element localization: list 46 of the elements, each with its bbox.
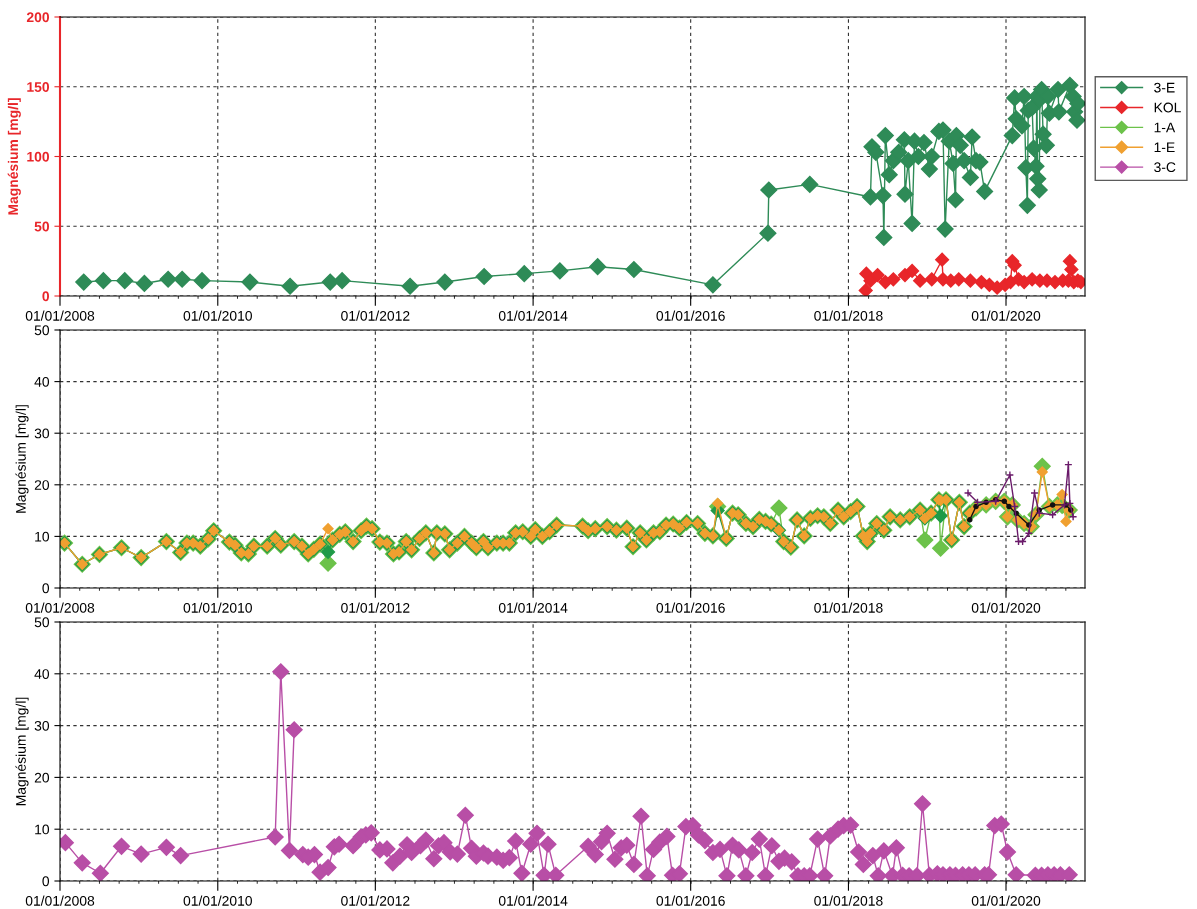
x-tick-label: 01/01/2016 <box>656 310 725 321</box>
y-axis-title: Magnésium [mg/l] <box>7 98 21 215</box>
y-tick-label: 50 <box>34 221 50 232</box>
y-tick-label: 10 <box>35 531 50 542</box>
x-tick-label: 01/01/2018 <box>814 602 883 613</box>
y-tick-label: 30 <box>34 720 50 731</box>
y-tick-label: 10 <box>35 824 50 835</box>
x-tick-label: 01/01/2010 <box>183 602 252 613</box>
legend-label: KOL <box>1154 102 1181 113</box>
y-tick-label: 0 <box>42 876 50 887</box>
x-tick-label: 01/01/2018 <box>814 895 883 906</box>
legend-label: 3-C <box>1154 162 1176 173</box>
x-tick-label: 01/01/2014 <box>498 602 568 613</box>
x-tick-label: 01/01/2010 <box>183 310 252 321</box>
x-tick-label: 01/01/2008 <box>25 310 95 321</box>
x-tick-label: 01/01/2020 <box>971 895 1041 906</box>
y-tick-label: 40 <box>34 669 50 679</box>
y-tick-label: 100 <box>27 151 50 162</box>
y-tick-label: 50 <box>34 617 50 628</box>
x-tick-label: 01/01/2014 <box>498 895 568 906</box>
y-tick-label: 20 <box>34 480 50 490</box>
y-tick-label: 50 <box>34 325 50 336</box>
x-tick-label: 01/01/2012 <box>341 310 410 321</box>
y-axis-title: Magnésium [mg/l] <box>15 405 29 513</box>
x-tick-label: 01/01/2012 <box>341 602 410 613</box>
x-tick-label: 01/01/2020 <box>971 310 1041 321</box>
y-tick-label: 0 <box>42 291 50 302</box>
x-tick-label: 01/01/2010 <box>183 895 252 906</box>
y-axis-title: Magnésium [mg/l] <box>15 697 29 806</box>
legend-label: 1-A <box>1154 122 1176 133</box>
x-tick-label: 01/01/2016 <box>656 602 725 613</box>
x-tick-label: 01/01/2012 <box>341 895 410 906</box>
x-tick-label: 01/01/2008 <box>25 895 95 906</box>
y-tick-label: 40 <box>34 376 50 387</box>
legend-label: 1-E <box>1154 142 1175 153</box>
y-tick-label: 0 <box>42 583 50 594</box>
legend-label: 3-E <box>1154 82 1175 93</box>
y-tick-label: 200 <box>26 12 50 23</box>
x-tick-label: 01/01/2018 <box>814 310 883 321</box>
y-tick-label: 150 <box>27 82 50 92</box>
x-tick-label: 01/01/2014 <box>498 310 568 321</box>
x-tick-label: 01/01/2016 <box>656 895 725 906</box>
y-tick-label: 30 <box>34 428 50 439</box>
x-tick-label: 01/01/2008 <box>25 602 95 613</box>
x-tick-label: 01/01/2020 <box>971 602 1041 613</box>
y-tick-label: 20 <box>34 772 50 783</box>
